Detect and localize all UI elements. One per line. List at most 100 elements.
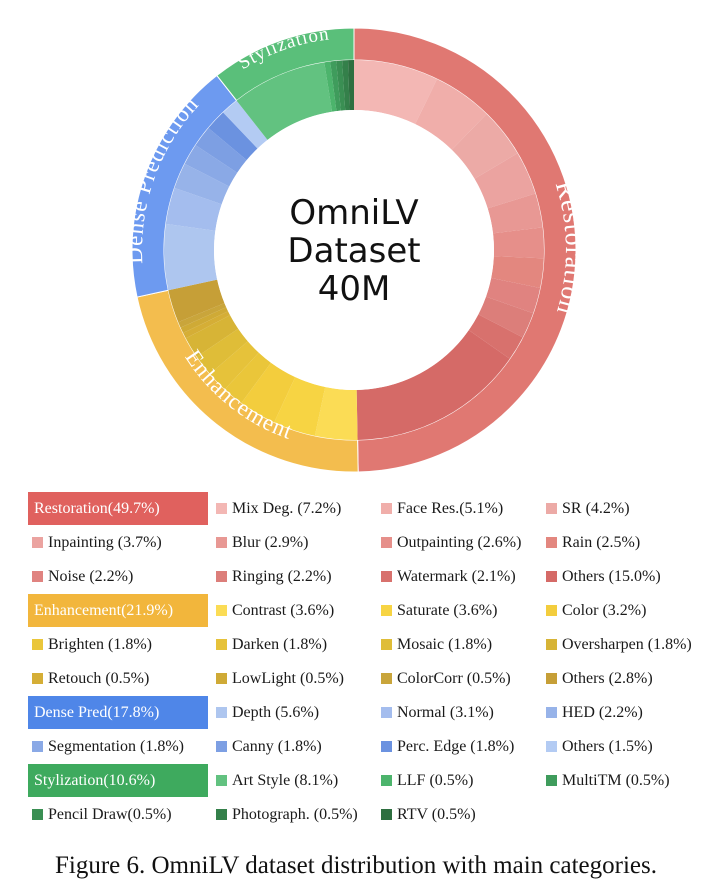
inner-slice-stylization-photograph-0-5 — [342, 60, 350, 111]
legend-swatch — [216, 775, 227, 786]
inner-slice-enhancement-lowlight-0-5 — [180, 307, 229, 334]
inner-slice-enhancement-colorcorr-0-5 — [178, 303, 227, 328]
inner-slice-restoration-outpainting-2-6 — [493, 227, 545, 259]
legend-item-label: RTV (0.5%) — [397, 806, 476, 823]
legend-swatch — [381, 639, 392, 650]
legend-swatch — [381, 809, 392, 820]
inner-slice-enhancement-retouch-0-5 — [183, 311, 231, 339]
inner-slice-restoration-blur-2-9 — [487, 193, 543, 234]
legend-item-enhancement-mosaic-1-8: Mosaic (1.8%) — [381, 635, 492, 655]
legend-item-restoration-ringing-2-2: Ringing (2.2%) — [216, 567, 332, 587]
legend-category-enhancement: Enhancement(21.9%) — [28, 594, 208, 627]
legend-swatch — [546, 571, 557, 582]
legend-swatch — [216, 571, 227, 582]
legend-item-dense-pred-perc-edge-1-8: Perc. Edge (1.8%) — [381, 737, 514, 757]
legend-item-stylization-art-style-8-1: Art Style (8.1%) — [216, 771, 338, 791]
legend-item-label: Oversharpen (1.8%) — [562, 636, 692, 653]
inner-slice-enhancement-saturate-3-6 — [274, 377, 326, 436]
inner-slice-dense-pred-depth-5-6 — [164, 223, 218, 291]
legend-item-label: Mix Deg. (7.2%) — [232, 500, 342, 517]
legend-item-label: Darken (1.8%) — [232, 636, 328, 653]
legend-item-label: LowLight (0.5%) — [232, 670, 344, 687]
legend-item-restoration-noise-2-2: Noise (2.2%) — [32, 567, 133, 587]
legend-item-label: Others (1.5%) — [562, 738, 653, 755]
legend-swatch — [32, 639, 43, 650]
legend-swatch — [32, 741, 43, 752]
legend-item-label: Inpainting (3.7%) — [48, 534, 162, 551]
inner-slice-dense-pred-perc-edge-1-8 — [208, 112, 258, 161]
inner-slice-dense-pred-hed-2-2 — [174, 163, 230, 205]
legend-item-label: LLF (0.5%) — [397, 772, 474, 789]
legend-swatch — [216, 707, 227, 718]
legend-item-label: Brighten (1.8%) — [48, 636, 152, 653]
inner-slice-enhancement-oversharpen-1-8 — [185, 315, 239, 357]
legend-item-label: Color (3.2%) — [562, 602, 647, 619]
legend-swatch — [32, 537, 43, 548]
legend-item-label: Depth (5.6%) — [232, 704, 320, 721]
center-title-line: 40M — [318, 269, 391, 309]
legend-category-restoration: Restoration(49.7%) — [28, 492, 208, 525]
legend-item-enhancement-color-3-2: Color (3.2%) — [546, 601, 646, 621]
legend-item-label: Others (2.8%) — [562, 670, 653, 687]
legend-item-restoration-face-res-5-1: Face Res.(5.1%) — [381, 499, 503, 519]
legend-item-label: Watermark (2.1%) — [397, 568, 516, 585]
legend-item-enhancement-contrast-3-6: Contrast (3.6%) — [216, 601, 334, 621]
legend-swatch — [546, 741, 557, 752]
legend-item-restoration-inpainting-3-7: Inpainting (3.7%) — [32, 533, 162, 553]
legend-item-label: Outpainting (2.6%) — [397, 534, 522, 551]
legend-swatch — [381, 571, 392, 582]
inner-slice-restoration-ringing-2-2 — [478, 296, 534, 338]
legend-item-dense-pred-canny-1-8: Canny (1.8%) — [216, 737, 322, 757]
inner-slice-restoration-others-15-0 — [356, 330, 510, 440]
legend-swatch — [216, 673, 227, 684]
legend-swatch — [32, 571, 43, 582]
legend-item-dense-pred-segmentation-1-8: Segmentation (1.8%) — [32, 737, 184, 757]
inner-slice-dense-pred-others-1-5 — [223, 100, 268, 149]
inner-slice-enhancement-color-3-2 — [241, 362, 296, 423]
inner-slice-stylization-llf-0-5 — [324, 61, 337, 112]
legend-item-restoration-outpainting-2-6: Outpainting (2.6%) — [381, 533, 521, 553]
legend-item-stylization-photograph-0-5: Photograph. (0.5%) — [216, 805, 358, 825]
legend-swatch — [381, 673, 392, 684]
center-disc — [214, 110, 494, 390]
legend-swatch — [32, 809, 43, 820]
legend-swatch — [216, 537, 227, 548]
inner-ring — [164, 60, 545, 441]
legend-item-label: Others (15.0%) — [562, 568, 661, 585]
legend-item-enhancement-others-2-8: Others (2.8%) — [546, 669, 653, 689]
legend-swatch — [216, 741, 227, 752]
legend-item-dense-pred-normal-3-1: Normal (3.1%) — [381, 703, 494, 723]
inner-slice-restoration-face-res-5-1 — [415, 79, 487, 150]
legend-item-restoration-watermark-2-1: Watermark (2.1%) — [381, 567, 516, 587]
legend-item-stylization-rtv-0-5: RTV (0.5%) — [381, 805, 476, 825]
inner-slice-dense-pred-canny-1-8 — [195, 127, 247, 173]
legend-item-enhancement-retouch-0-5: Retouch (0.5%) — [32, 669, 149, 689]
legend-item-label: Blur (2.9%) — [232, 534, 309, 551]
legend-item-label: ColorCorr (0.5%) — [397, 670, 511, 687]
legend-swatch — [381, 605, 392, 616]
legend-item-dense-pred-others-1-5: Others (1.5%) — [546, 737, 653, 757]
center-title-line: OmniLV — [289, 193, 418, 233]
legend-item-label: Normal (3.1%) — [397, 704, 494, 721]
inner-slice-restoration-sr-4-2 — [451, 113, 518, 179]
inner-slice-enhancement-darken-1-8 — [209, 341, 259, 390]
legend-item-enhancement-colorcorr-0-5: ColorCorr (0.5%) — [381, 669, 511, 689]
legend-swatch — [381, 775, 392, 786]
inner-slice-stylization-art-style-8-1 — [236, 62, 333, 140]
legend-item-label: SR (4.2%) — [562, 500, 630, 517]
legend-item-label: Face Res.(5.1%) — [397, 500, 504, 517]
legend-item-enhancement-oversharpen-1-8: Oversharpen (1.8%) — [546, 635, 692, 655]
center-title-line: Dataset — [287, 231, 420, 271]
legend-item-stylization-llf-0-5: LLF (0.5%) — [381, 771, 473, 791]
legend-item-label: Art Style (8.1%) — [232, 772, 339, 789]
legend-item-stylization-pencil-draw-0-5: Pencil Draw(0.5%) — [32, 805, 172, 825]
legend-item-label: MultiTM (0.5%) — [562, 772, 670, 789]
inner-slice-stylization-pencil-draw-0-5 — [336, 60, 346, 111]
inner-slice-restoration-inpainting-3-7 — [474, 153, 536, 209]
inner-slice-enhancement-others-2-8 — [168, 279, 225, 323]
inner-slice-stylization-rtv-0-5 — [348, 60, 354, 111]
legend-swatch — [216, 605, 227, 616]
